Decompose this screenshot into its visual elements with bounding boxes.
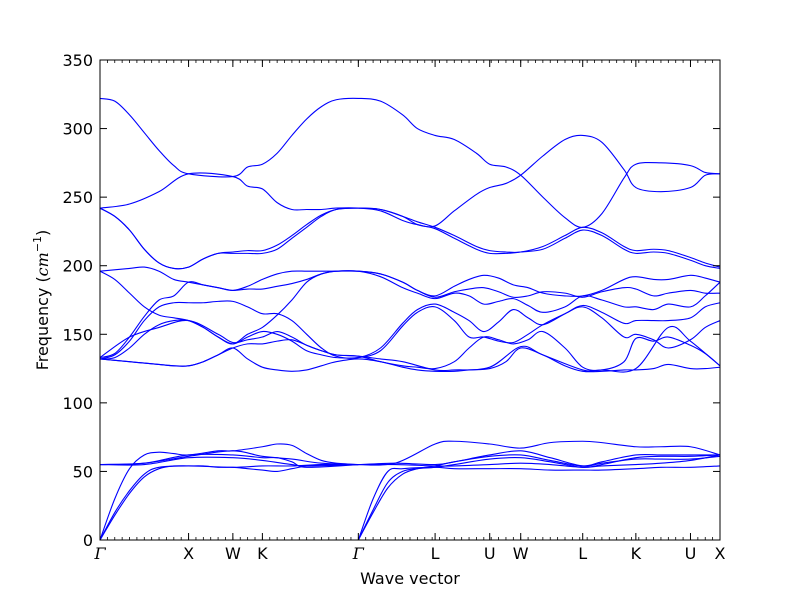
y-axis-label-suffix: ) <box>33 230 52 236</box>
x-tick-label-3: K <box>257 544 268 563</box>
y-axis-label-exponent: −1 <box>31 236 44 252</box>
y-tick-label-1: 50 <box>73 462 93 481</box>
band-line-7 <box>357 453 720 541</box>
x-tick-label-11: X <box>715 544 726 563</box>
band-line-5 <box>99 453 359 468</box>
x-tick-label-7: W <box>513 544 529 563</box>
x-tick-label-5: L <box>431 544 440 563</box>
x-tick-label-2: W <box>225 544 241 563</box>
x-tick-label-0: Γ <box>93 544 106 563</box>
y-axis-label-prefix: Frequency ( <box>33 276 52 370</box>
band-line-19 <box>99 300 721 360</box>
band-line-6 <box>357 454 721 541</box>
y-tick-label-3: 150 <box>62 325 93 344</box>
band-line-12 <box>99 97 721 228</box>
band-lines <box>99 97 721 541</box>
x-tick-label-1: X <box>183 544 194 563</box>
y-tick-label-2: 100 <box>62 394 93 413</box>
y-axis-label: Frequency (cm−1) <box>31 230 52 371</box>
y-tick-label-0: 0 <box>83 531 93 550</box>
x-tick-label-9: K <box>631 544 642 563</box>
band-line-18 <box>99 270 721 359</box>
band-line-23 <box>99 319 721 373</box>
band-line-4 <box>99 456 359 467</box>
band-line-9 <box>358 440 721 466</box>
y-axis-label-unit: cm <box>33 252 52 276</box>
band-line-11 <box>358 454 721 468</box>
plot-frame <box>99 59 721 541</box>
band-line-10 <box>358 450 721 467</box>
band-line-22 <box>99 347 721 373</box>
y-tick-label-7: 350 <box>62 51 93 70</box>
x-tick-label-6: U <box>484 544 496 563</box>
y-tick-labels: 0 50 100 150 200 250 300 350 <box>62 51 93 550</box>
x-tick-label-4: Γ <box>352 544 365 563</box>
x-tick-label-8: L <box>578 544 587 563</box>
y-tick-label-6: 300 <box>62 120 93 139</box>
band-line-8 <box>357 465 721 541</box>
x-tick-label-10: U <box>685 544 697 563</box>
y-tick-label-4: 200 <box>62 257 93 276</box>
y-tick-label-5: 250 <box>62 188 93 207</box>
x-axis-label: Wave vector <box>360 569 460 588</box>
band-line-15 <box>99 207 721 270</box>
